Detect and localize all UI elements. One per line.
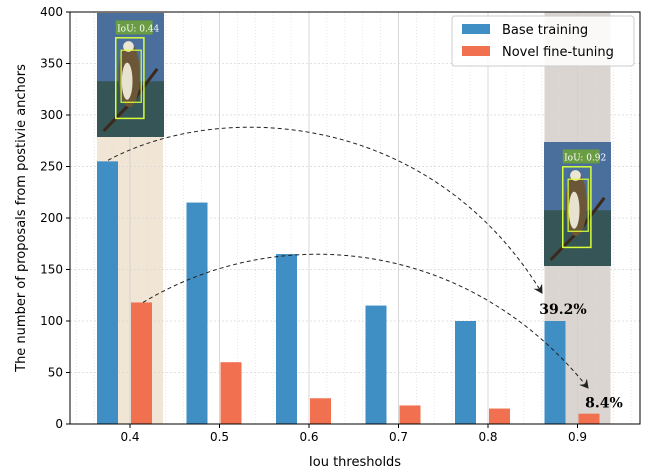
bar-novel-fine-tuning-3: [400, 405, 421, 424]
x-tick-label-4: 0.8: [478, 430, 497, 444]
y-tick-label-3: 150: [40, 263, 63, 277]
legend-label-base: Base training: [502, 23, 588, 38]
bird-chest: [569, 192, 580, 229]
bar-novel-fine-tuning-5: [579, 414, 600, 424]
arrow-base-training: [108, 127, 542, 293]
bar-novel-fine-tuning-4: [489, 409, 510, 424]
x-tick-label-0: 0.4: [120, 430, 139, 444]
annotation-novel-drop: 8.4%: [585, 396, 623, 412]
annotation-base-drop: 39.2%: [539, 302, 586, 318]
iou-label: IoU: 0.44: [117, 24, 159, 34]
bird-chest: [122, 63, 133, 100]
x-tick-label-2: 0.6: [299, 430, 318, 444]
legend-swatch-novel: [462, 46, 490, 56]
y-tick-label-2: 100: [40, 314, 63, 328]
y-tick-label-6: 300: [40, 108, 63, 122]
bar-novel-fine-tuning-0: [131, 302, 152, 424]
y-tick-label-1: 50: [48, 366, 63, 380]
bar-novel-fine-tuning-2: [310, 398, 331, 424]
bar-base-training-5: [545, 321, 566, 424]
y-axis-label: The number of proposals from postivie an…: [14, 64, 29, 373]
bird-photo-icon-1: IoU: 0.92: [544, 142, 611, 266]
y-tick-label-8: 400: [40, 5, 63, 19]
bar-base-training-2: [276, 254, 297, 424]
bird-photo-icon-0: IoU: 0.44: [97, 13, 164, 137]
bar-base-training-1: [187, 203, 208, 424]
bar-novel-fine-tuning-1: [221, 362, 242, 424]
legend: Base training Novel fine-tuning: [452, 16, 634, 66]
y-tick-label-4: 200: [40, 211, 63, 225]
bar-base-training-4: [455, 321, 476, 424]
bar-base-training-0: [97, 161, 118, 424]
iou-label: IoU: 0.92: [564, 153, 606, 163]
x-tick-label-1: 0.5: [210, 430, 229, 444]
x-tick-label-3: 0.7: [389, 430, 408, 444]
x-axis-label: Iou thresholds: [309, 455, 401, 470]
x-tick-label-5: 0.9: [568, 430, 587, 444]
y-tick-label-5: 250: [40, 160, 63, 174]
legend-label-novel: Novel fine-tuning: [502, 45, 614, 60]
y-tick-label-0: 0: [55, 417, 63, 431]
y-tick-label-7: 350: [40, 57, 63, 71]
legend-swatch-base: [462, 24, 490, 34]
bar-base-training-3: [366, 306, 387, 424]
